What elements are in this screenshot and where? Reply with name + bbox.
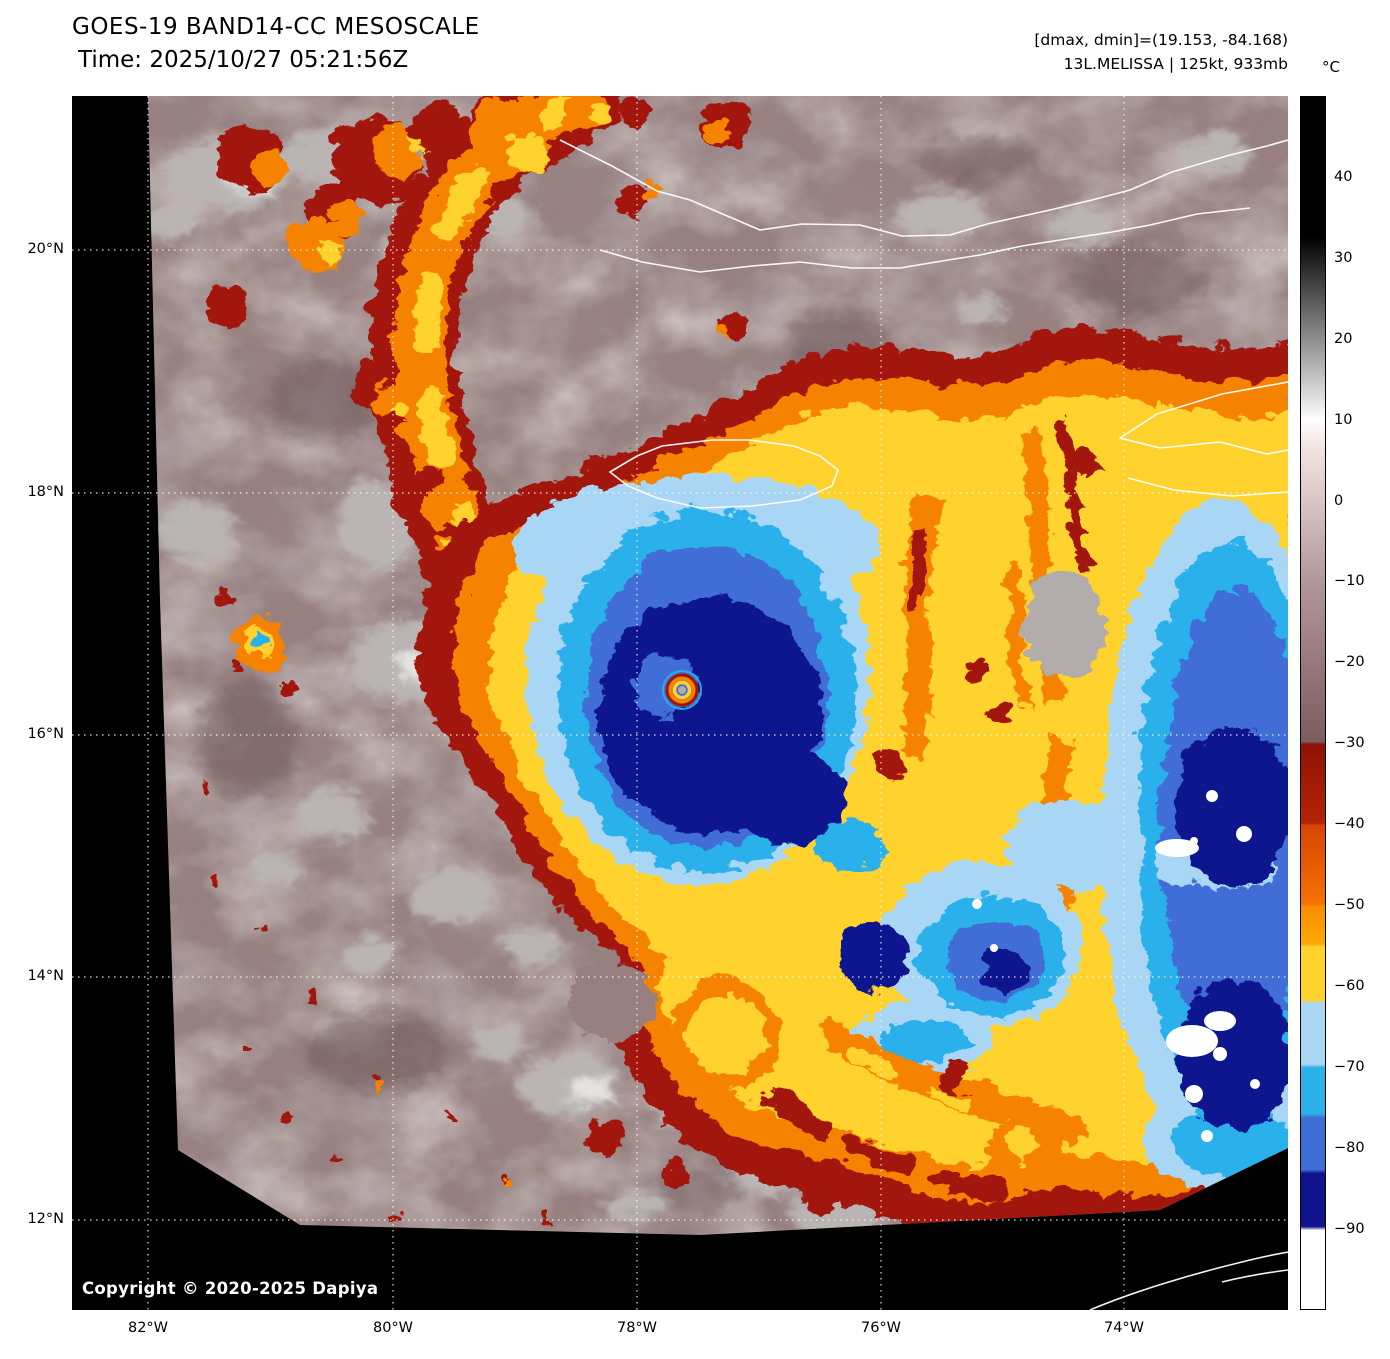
cbar-tick-10: 10	[1334, 412, 1353, 428]
lon-label-80w: 80°W	[372, 1320, 414, 1336]
copyright: Copyright © 2020-2025 Dapiya	[82, 1279, 379, 1298]
lon-label-78w: 78°W	[616, 1320, 658, 1336]
coastline-cuba-south	[599, 207, 1251, 273]
coastline-hispaniola	[1118, 381, 1288, 497]
cbar-tick-m70: −70	[1334, 1059, 1365, 1075]
range-info: [dmax, dmin]=(19.153, -84.168)	[1034, 31, 1288, 49]
lon-label-76w: 76°W	[860, 1320, 902, 1336]
colorbar-unit: °C	[1322, 58, 1340, 76]
cbar-tick-m90: −90	[1334, 1221, 1365, 1237]
coastlines	[559, 139, 1288, 1310]
lat-label-18n: 18°N	[27, 484, 64, 500]
satellite-map: Copyright © 2020-2025 Dapiya	[72, 96, 1288, 1310]
lat-label-20n: 20°N	[27, 241, 64, 257]
product-title: GOES-19 BAND14-CC MESOSCALE	[72, 14, 480, 40]
south-band	[562, 956, 1082, 1212]
data-swath	[148, 96, 1288, 1235]
cbar-tick-40: 40	[1334, 169, 1353, 185]
cbar-tick-m60: −60	[1334, 978, 1365, 994]
cbar-tick-m10: −10	[1334, 573, 1365, 589]
product-time: Time: 2025/10/27 05:21:56Z	[78, 47, 409, 73]
lat-label-16n: 16°N	[27, 726, 64, 742]
warm-gray-blob	[1020, 564, 1100, 676]
lon-label-74w: 74°W	[1103, 1320, 1145, 1336]
gridlines	[72, 96, 1288, 1310]
coastline-jamaica	[608, 439, 839, 509]
coastline-cuba-north	[559, 139, 1288, 237]
storm-info: 13L.MELISSA | 125kt, 933mb	[1063, 55, 1288, 73]
product-meta: [dmax, dmin]=(19.153, -84.168) 13L.MELIS…	[1034, 28, 1288, 76]
cbar-tick-20: 20	[1334, 331, 1353, 347]
overshooting-tops	[972, 790, 1260, 1142]
cbar-tick-0: 0	[1334, 493, 1344, 509]
cbar-tick-m50: −50	[1334, 897, 1365, 913]
cbar-tick-m20: −20	[1334, 654, 1365, 670]
cbar-tick-m80: −80	[1334, 1140, 1365, 1156]
cbar-tick-30: 30	[1334, 250, 1353, 266]
lat-label-12n: 12°N	[27, 1211, 64, 1227]
nw-feeder-band	[200, 96, 746, 610]
lat-label-14n: 14°N	[27, 968, 64, 984]
lon-label-82w: 82°W	[127, 1320, 169, 1336]
temperature-colorbar	[1300, 96, 1326, 1310]
cbar-tick-m30: −30	[1334, 735, 1365, 751]
cbar-tick-m40: −40	[1334, 816, 1365, 832]
east-cold-cores	[812, 496, 1288, 1186]
hurricane-eye	[662, 670, 702, 710]
cloud-features	[148, 96, 1288, 1235]
satellite-image	[72, 96, 1288, 1310]
